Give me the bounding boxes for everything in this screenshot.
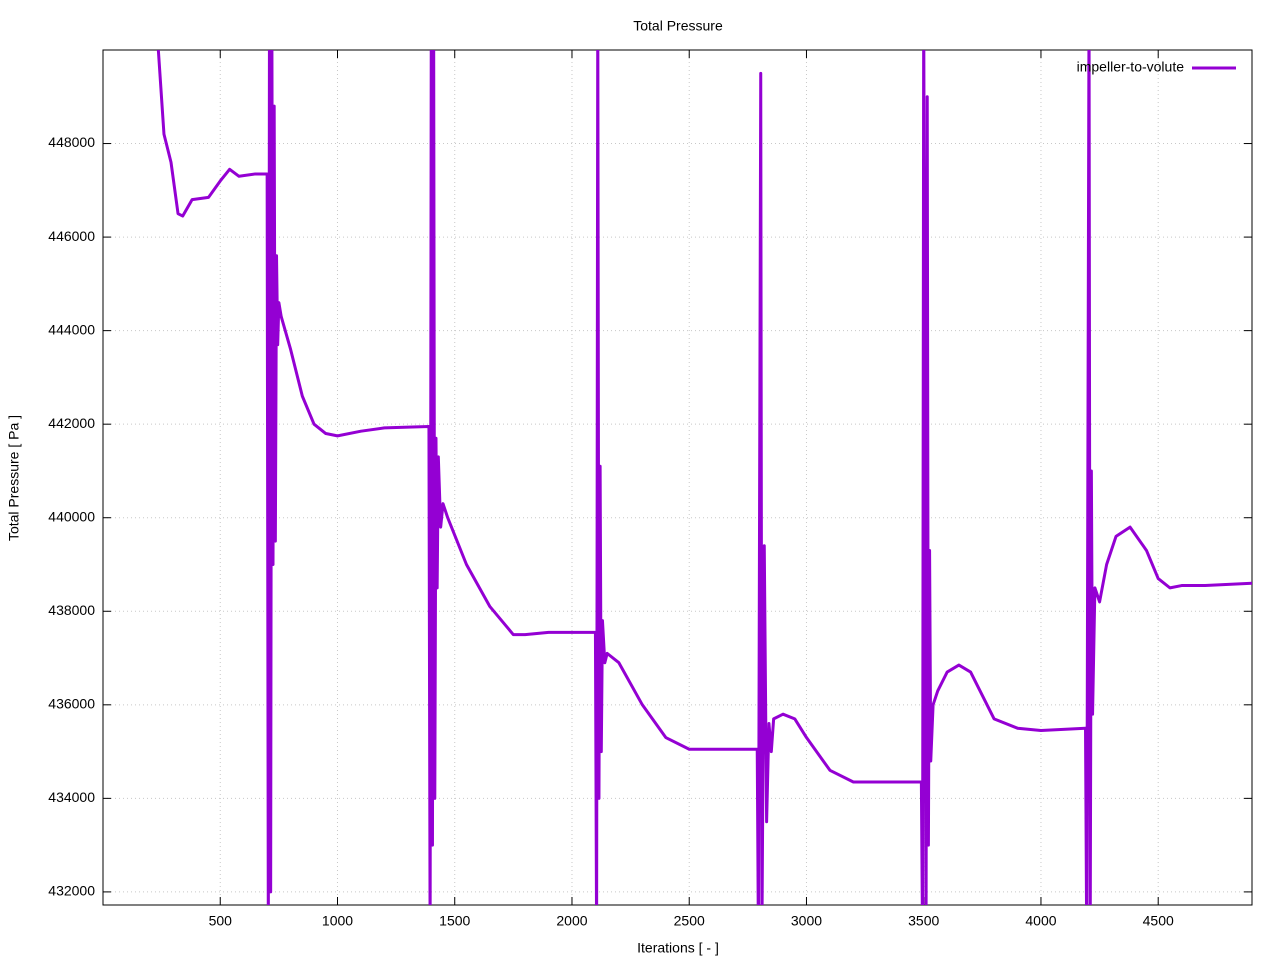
y-tick-label: 440000 (48, 508, 95, 524)
y-tick-label: 446000 (48, 228, 95, 244)
data-line (156, 50, 1252, 905)
y-tick-label: 442000 (48, 415, 95, 431)
x-tick-label: 1500 (439, 913, 470, 929)
x-tick-label: 3000 (791, 913, 822, 929)
y-tick-label: 444000 (48, 321, 95, 337)
legend-label: impeller-to-volute (1077, 59, 1185, 75)
y-tick-label: 432000 (48, 883, 95, 899)
x-tick-label: 3500 (908, 913, 939, 929)
plot-border (102, 49, 1253, 906)
x-tick-label: 2500 (674, 913, 705, 929)
x-tick-label: 500 (209, 913, 233, 929)
y-tick-label: 436000 (48, 696, 95, 712)
x-tick-label: 1000 (322, 913, 353, 929)
plot-area (156, 50, 1252, 905)
y-tick-label: 438000 (48, 602, 95, 618)
y-tick-label: 434000 (48, 789, 95, 805)
chart-title: Total Pressure (633, 18, 723, 34)
y-tick-label: 448000 (48, 134, 95, 150)
x-tick-label: 4500 (1143, 913, 1174, 929)
x-tick-label: 4000 (1025, 913, 1056, 929)
y-axis-label: Total Pressure [ Pa ] (6, 415, 22, 541)
x-axis-label: Iterations [ - ] (637, 940, 719, 956)
x-tick-label: 2000 (556, 913, 587, 929)
